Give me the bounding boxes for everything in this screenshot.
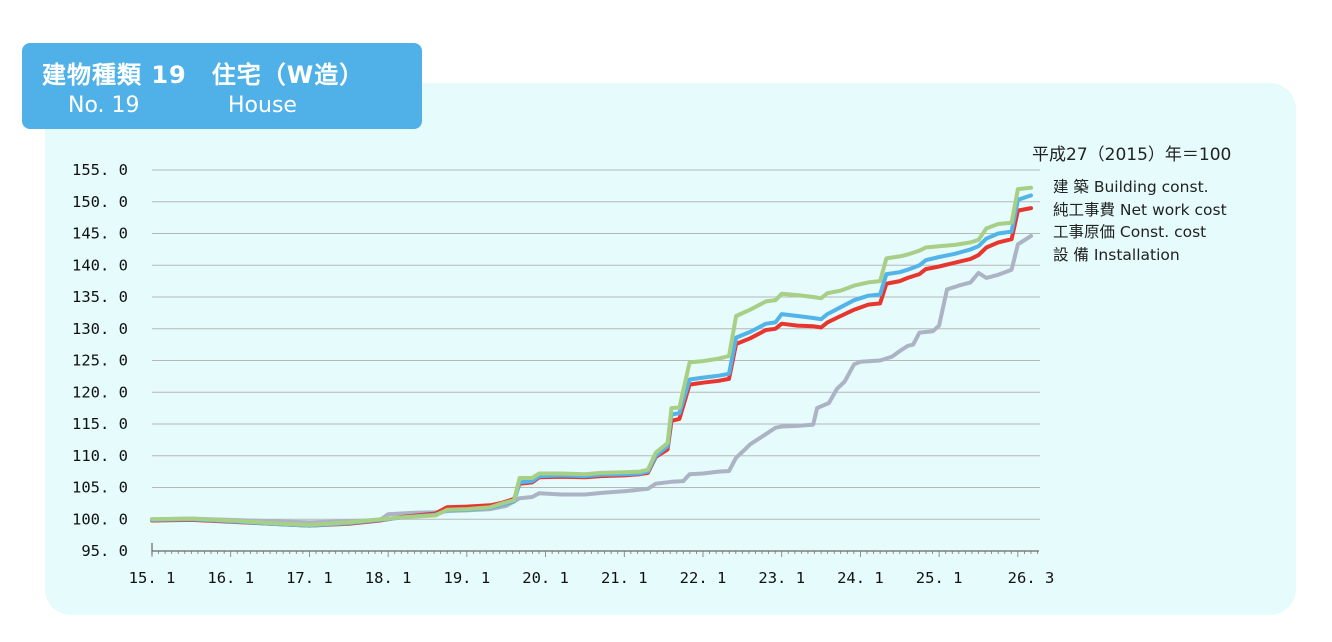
y-tick-label: 140. 0 <box>72 256 128 274</box>
x-axis <box>151 543 1039 557</box>
series-line-building <box>150 185 1033 527</box>
x-tick-label: 19. 1 <box>444 569 491 587</box>
y-tick-label: 105. 0 <box>72 479 128 497</box>
y-tick-label: 100. 0 <box>72 510 128 528</box>
x-tick-label: 21. 1 <box>601 569 648 587</box>
y-tick-label: 150. 0 <box>72 193 128 211</box>
series-line-installation <box>150 234 1033 525</box>
y-tick-label: 95. 0 <box>81 542 128 560</box>
legend: 建 築 Building const. 純工事費 Net work cost 工… <box>1053 176 1227 267</box>
grid-lines <box>152 169 1040 520</box>
x-tick-label: 22. 1 <box>680 569 727 587</box>
header-number: No. 19 <box>68 93 140 118</box>
chart-panel <box>45 83 1296 615</box>
x-tick-label: 16. 1 <box>207 569 254 587</box>
x-tick-label: 26. 3 <box>1008 569 1055 587</box>
building-type-header: 建物種類 19 住宅（W造） No. 19 House <box>22 43 422 129</box>
x-tick-label: 24. 1 <box>837 569 884 587</box>
y-tick-label: 130. 0 <box>72 320 128 338</box>
y-axis-tick-labels: 95. 0 100. 0 105. 0 110. 0 115. 0 120. 0 125. … <box>72 161 128 560</box>
x-tick-label: 17. 1 <box>286 569 333 587</box>
base-year-note: 平成27（2015）年＝100 <box>1032 145 1232 165</box>
x-tick-label: 20. 1 <box>522 569 569 587</box>
y-tick-label: 155. 0 <box>72 161 128 179</box>
y-tick-label: 145. 0 <box>72 225 128 243</box>
legend-item-const-cost: 工事原価 Const. cost <box>1053 223 1207 242</box>
y-tick-label: 120. 0 <box>72 383 128 401</box>
series-line-const-cost <box>150 206 1033 528</box>
x-tick-label: 25. 1 <box>916 569 963 587</box>
legend-item-net-work-cost: 純工事費 Net work cost <box>1053 200 1227 219</box>
y-tick-label: 110. 0 <box>72 447 128 465</box>
y-tick-label: 115. 0 <box>72 415 128 433</box>
x-axis-tick-labels: 15. 1 16. 1 17. 1 18. 1 19. 1 20. 1 21. 1 22. 1… <box>129 569 1055 587</box>
legend-item-installation: 設 備 Installation <box>1053 246 1180 265</box>
header-title: 建物種類 19 住宅（W造） <box>42 61 365 89</box>
x-tick-label: 15. 1 <box>129 569 176 587</box>
legend-item-building: 建 築 Building const. <box>1053 178 1209 196</box>
series-lines <box>150 185 1033 528</box>
x-tick-label: 18. 1 <box>365 569 412 587</box>
y-tick-label: 125. 0 <box>72 352 128 370</box>
x-tick-label: 23. 1 <box>758 569 805 587</box>
header-name-en: House <box>228 93 297 118</box>
y-tick-label: 135. 0 <box>72 288 128 306</box>
